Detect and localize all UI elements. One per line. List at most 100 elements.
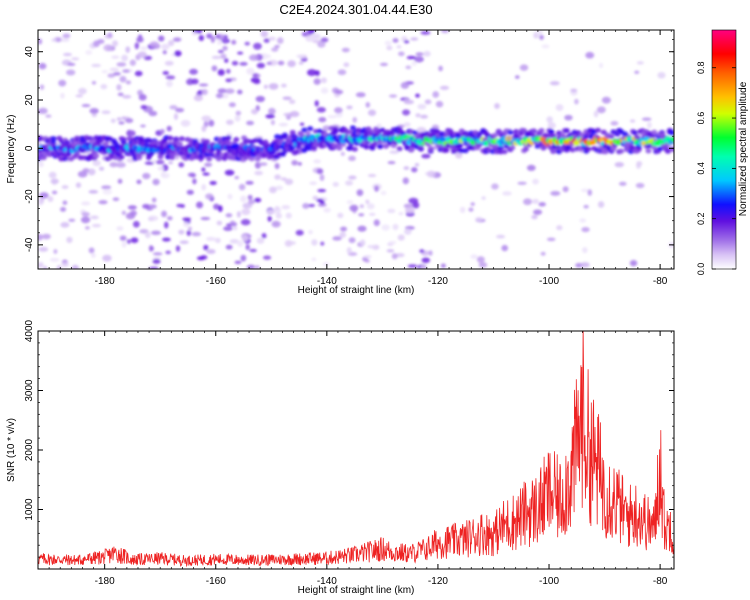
spectrogram-speckle bbox=[217, 205, 223, 212]
spectrogram-speckle bbox=[100, 83, 108, 90]
spectrogram-speckle bbox=[263, 38, 270, 43]
spectrogram-speckle bbox=[440, 263, 446, 269]
spectrogram-ridge-halo bbox=[293, 149, 300, 155]
spectrogram-speckle bbox=[126, 129, 132, 137]
spectrogram-speckle bbox=[138, 94, 147, 101]
spectrogram-speckle bbox=[478, 262, 488, 268]
spectrogram-x-tick-label: -100 bbox=[539, 276, 559, 287]
spectrogram-ridge-halo bbox=[618, 148, 625, 154]
snr-series-line bbox=[38, 331, 674, 568]
spectrogram-speckle bbox=[200, 216, 211, 221]
spectrogram-speckle bbox=[596, 106, 606, 114]
spectrogram-speckle bbox=[220, 53, 227, 60]
spectrogram-frame bbox=[37, 29, 675, 270]
spectrogram-speckle bbox=[403, 98, 409, 104]
spectrogram-ridge-halo bbox=[497, 145, 504, 151]
spectrogram-speckle bbox=[129, 210, 137, 217]
colorbar-tick-label: 0.4 bbox=[696, 162, 706, 175]
spectrogram-speckle bbox=[248, 54, 259, 61]
spectrogram-speckle bbox=[305, 35, 315, 42]
spectrogram-speckle bbox=[285, 212, 292, 219]
spectrogram-speckle bbox=[384, 40, 392, 46]
spectrogram-speckle bbox=[160, 129, 165, 135]
spectrogram-speckle bbox=[340, 151, 345, 156]
spectrogram-speckle bbox=[316, 168, 324, 175]
snr-x-tick-label: -160 bbox=[206, 576, 226, 587]
spectrogram-speckle bbox=[570, 88, 578, 93]
spectrogram-speckle bbox=[581, 226, 590, 233]
spectrogram-speckle bbox=[311, 239, 318, 246]
spectrogram-speckle bbox=[158, 35, 165, 42]
spectrogram-speckle bbox=[267, 215, 272, 222]
spectrogram-speckle bbox=[337, 69, 347, 76]
spectrogram-speckle bbox=[428, 250, 433, 256]
spectrogram-speckle bbox=[481, 196, 486, 200]
spectrogram-speckle bbox=[38, 62, 47, 70]
spectrogram-speckle bbox=[66, 236, 73, 244]
spectrogram-speckle bbox=[117, 92, 124, 97]
spectrogram-speckle bbox=[337, 212, 344, 219]
spectrogram-speckle bbox=[295, 229, 304, 236]
spectrogram-ridge-halo bbox=[462, 148, 469, 154]
spectrogram-speckle bbox=[562, 186, 569, 193]
spectrogram-speckle bbox=[441, 30, 450, 34]
spectrogram-speckle bbox=[234, 175, 239, 180]
spectrogram-speckle bbox=[183, 221, 190, 228]
spectrogram-ridge-halo bbox=[427, 146, 434, 152]
spectrogram-speckle bbox=[254, 170, 263, 176]
spectrogram-speckle bbox=[225, 244, 233, 250]
spectrogram-speckle bbox=[277, 37, 284, 44]
spectrogram-speckle bbox=[411, 167, 418, 173]
spectrogram-ridge-halo bbox=[608, 134, 615, 140]
spectrogram-speckle bbox=[241, 234, 249, 242]
snr-x-tick-label: -100 bbox=[539, 576, 559, 587]
spectrogram-speckle bbox=[101, 185, 112, 190]
spectrogram-speckle bbox=[151, 159, 157, 163]
spectrogram-speckle bbox=[636, 61, 644, 65]
spectrogram-speckle bbox=[314, 100, 319, 107]
spectrogram-speckle bbox=[148, 245, 154, 252]
spectrogram-speckle bbox=[246, 67, 255, 75]
spectrogram-speckle bbox=[579, 218, 587, 223]
spectrogram-ridge-halo bbox=[668, 129, 674, 135]
spectrogram-speckle bbox=[316, 107, 326, 113]
colorbar-ticks: 0.0 0.2 0.4 0.6 0.8 bbox=[696, 61, 736, 275]
spectrogram-speckle bbox=[587, 189, 593, 196]
spectrogram-speckle bbox=[217, 39, 223, 45]
spectrogram-speckle bbox=[119, 75, 127, 83]
snr-y-tick-label: 4000 bbox=[24, 319, 35, 342]
spectrogram-y-label: Frequency (Hz) bbox=[6, 115, 17, 184]
spectrogram-speckle bbox=[359, 204, 365, 209]
spectrogram-speckle bbox=[176, 203, 183, 208]
spectrogram-ridge-halo bbox=[40, 155, 47, 161]
spectrogram-speckle bbox=[234, 260, 242, 265]
spectrogram-speckle bbox=[420, 114, 429, 119]
spectrogram-speckle bbox=[386, 249, 395, 253]
spectrogram-speckle bbox=[404, 207, 415, 214]
spectrogram-speckle bbox=[406, 55, 417, 60]
snr-background bbox=[38, 331, 674, 569]
spectrogram-speckle bbox=[261, 233, 267, 239]
spectrogram-x-label: Height of straight line (km) bbox=[298, 285, 415, 296]
spectrogram-speckle bbox=[241, 208, 251, 216]
spectrogram-ridge-halo bbox=[178, 136, 185, 142]
spectrogram-speckle bbox=[91, 63, 101, 68]
spectrogram-speckle bbox=[193, 94, 203, 102]
spectrogram-speckle bbox=[215, 34, 221, 39]
spectrogram-speckle bbox=[344, 180, 354, 186]
spectrogram-speckle bbox=[514, 75, 520, 79]
spectrogram-speckle bbox=[208, 119, 215, 127]
spectrogram-speckle bbox=[415, 57, 423, 61]
spectrogram-speckle bbox=[242, 202, 253, 209]
spectrogram-speckle bbox=[116, 84, 122, 91]
chart-title: C2E4.2024.301.04.44.E30 bbox=[279, 2, 432, 17]
spectrogram-speckle bbox=[580, 188, 590, 193]
spectrogram-speckle bbox=[268, 107, 276, 115]
spectrogram-speckle bbox=[58, 79, 67, 87]
spectrogram-speckle bbox=[416, 126, 427, 134]
spectrogram-speckle bbox=[320, 241, 325, 246]
spectrogram-ridge-halo bbox=[491, 132, 498, 138]
spectrogram-speckle bbox=[541, 44, 550, 49]
spectrogram-speckle bbox=[45, 114, 52, 118]
spectrogram-speckle bbox=[102, 189, 113, 195]
